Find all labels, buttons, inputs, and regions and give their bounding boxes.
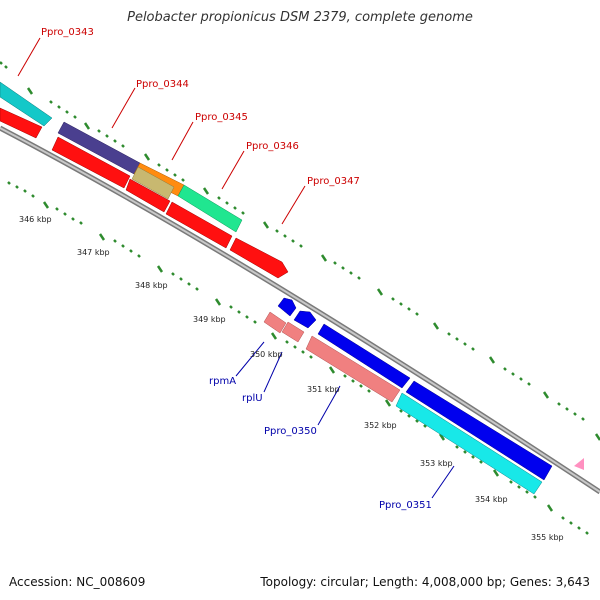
feature-ppro0350-arrow[interactable] (305, 335, 401, 403)
gene-label-ppro0346[interactable]: Ppro_0346 (246, 141, 299, 152)
pink-marker (574, 458, 584, 470)
kbp-labels: 346 kbp 347 kbp 348 kbp 349 kbp 350 kbp … (19, 215, 564, 542)
genome-backbone (0, 125, 600, 495)
gene-label-ppro0350[interactable]: Ppro_0350 (264, 426, 317, 437)
feature-red-4[interactable] (165, 201, 233, 249)
feature-ppro0346-arrow[interactable] (177, 184, 243, 233)
feature-pink-1[interactable] (263, 311, 287, 334)
kbp-label: 350 kbp (250, 350, 283, 359)
kbp-label: 352 kbp (364, 421, 397, 430)
feature-blue-long-1[interactable] (317, 323, 411, 389)
feature-ppro0347-arrow[interactable] (229, 237, 289, 279)
feature-rplU-arrow[interactable] (293, 310, 317, 329)
gene-label-rpmA[interactable]: rpmA (209, 376, 236, 387)
feature-ppro0351-arrow[interactable] (395, 392, 543, 495)
gene-label-ppro0344[interactable]: Ppro_0344 (136, 79, 189, 90)
kbp-label: 347 kbp (77, 248, 110, 257)
kbp-label: 348 kbp (135, 281, 168, 290)
feature-pale-olive[interactable] (131, 166, 175, 200)
middle-strand-features (0, 107, 289, 279)
gene-label-ppro0347[interactable]: Ppro_0347 (307, 176, 360, 187)
feature-red-1[interactable] (0, 107, 43, 139)
kbp-label: 351 kbp (307, 385, 340, 394)
feature-ppro0343-arrow[interactable] (0, 81, 53, 127)
gene-labels: Ppro_0343 Ppro_0344 Ppro_0345 Ppro_0346 … (41, 27, 432, 511)
kbp-label: 346 kbp (19, 215, 52, 224)
outer-strand-features (0, 81, 243, 233)
gene-label-rplU[interactable]: rplU (242, 393, 263, 404)
feature-rpmA-arrow[interactable] (277, 297, 297, 317)
accession-text: Accession: NC_008609 (9, 575, 146, 589)
inner-tick-row (7, 181, 589, 535)
kbp-label: 354 kbp (475, 495, 508, 504)
gene-label-ppro0345[interactable]: Ppro_0345 (195, 112, 248, 123)
feature-red-2[interactable] (51, 136, 131, 189)
feature-pink-2[interactable] (281, 321, 305, 343)
gene-label-ppro0351[interactable]: Ppro_0351 (379, 500, 432, 511)
feature-red-3[interactable] (125, 178, 171, 213)
kbp-label: 355 kbp (531, 533, 564, 542)
pink-genes (263, 311, 543, 495)
map-title: Pelobacter propionicus DSM 2379, complet… (127, 10, 473, 25)
kbp-label: 353 kbp (420, 459, 453, 468)
topology-text: Topology: circular; Length: 4,008,000 bp… (260, 575, 590, 589)
gene-label-ppro0343[interactable]: Ppro_0343 (41, 27, 94, 38)
blue-genes (277, 297, 553, 481)
kbp-label: 349 kbp (193, 315, 226, 324)
leader-lines (17, 37, 455, 499)
outer-tick-row (0, 61, 600, 441)
feature-blue-long-2[interactable] (405, 380, 553, 481)
